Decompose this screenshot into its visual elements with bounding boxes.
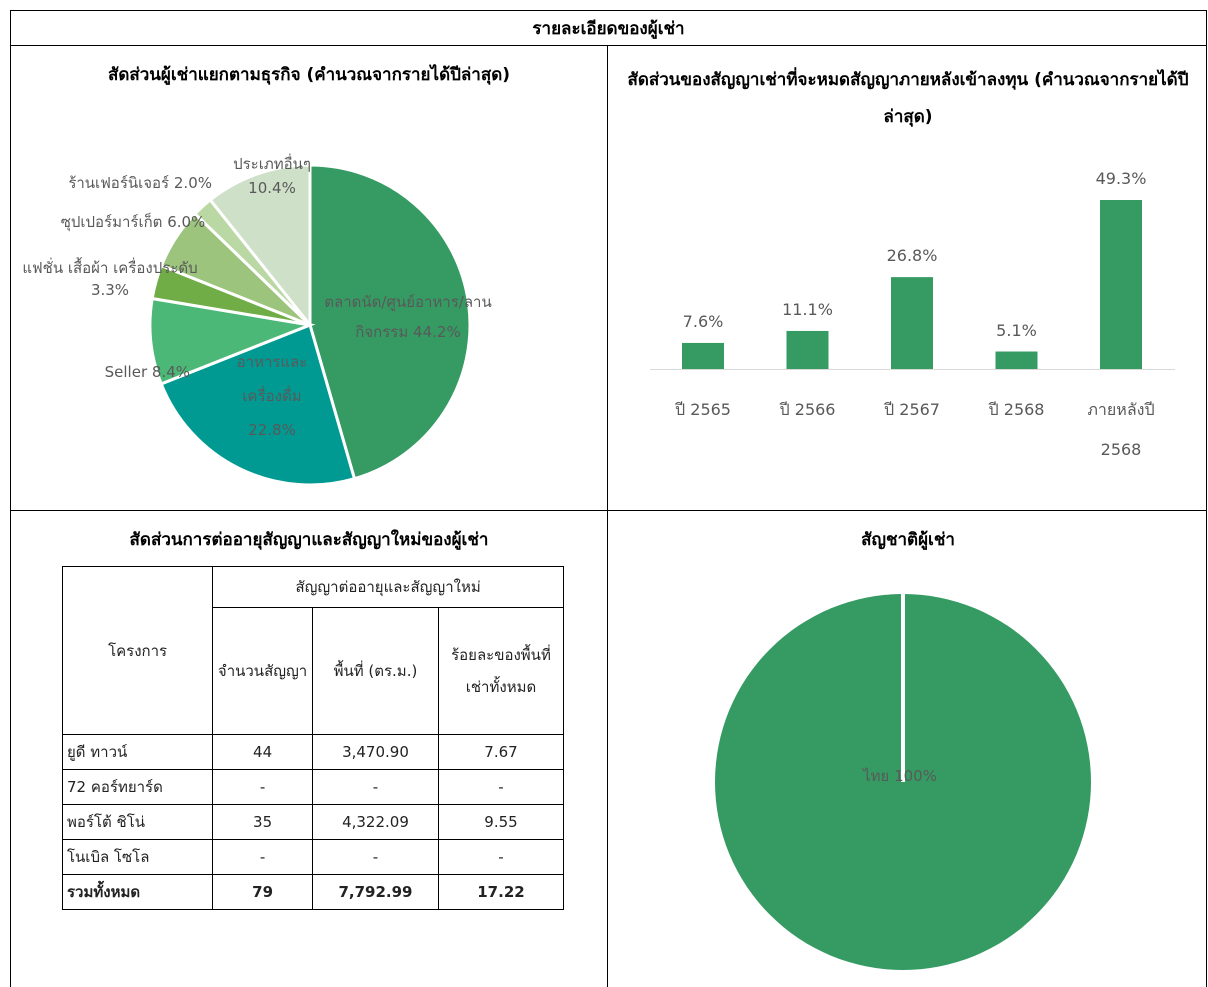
chart-title: สัดส่วนผู้เช่าแยกตามธุรกิจ (คำนวณจากรายไ… bbox=[107, 65, 511, 85]
slice-label: แฟชั่น เสื้อผ้า เครื่องประดับ 3.3% bbox=[20, 257, 200, 301]
table-cell: - bbox=[212, 839, 313, 875]
bar bbox=[682, 342, 724, 369]
slice-label: ซุปเปอร์มาร์เก็ต 6.0% bbox=[38, 211, 228, 233]
slice-label: ตลาดนัด/ศูนย์อาหาร/ลานกิจกรรม 44.2% bbox=[313, 287, 503, 347]
bar bbox=[1100, 200, 1142, 369]
bar-value: 11.1% bbox=[782, 299, 833, 319]
table-cell: 9.55 bbox=[437, 804, 565, 840]
table-cell: จำนวนสัญญา bbox=[212, 607, 313, 735]
slice-label: Seller 8.4% bbox=[60, 361, 190, 383]
x-label: ปี 2568 bbox=[988, 400, 1045, 419]
table-cell: 17.22 bbox=[437, 874, 565, 910]
table-row: จำนวนสัญญา พื้นที่ (ตร.ม.) ร้อยละของพื้นที… bbox=[63, 607, 565, 735]
table-cell: 35 bbox=[212, 804, 313, 840]
slice-value: 44.2% bbox=[413, 323, 461, 341]
slice-value: 6.0% bbox=[167, 213, 206, 231]
bar-value: 49.3% bbox=[1095, 169, 1147, 188]
slice-category: ไทย bbox=[863, 767, 890, 785]
table-cell: - bbox=[437, 769, 565, 805]
table-row: 72 คอร์ทยาร์ด - - - bbox=[61, 769, 565, 805]
table-row: รวมทั้งหมด 79 7,792.99 17.22 bbox=[61, 874, 565, 910]
table-cell: - bbox=[212, 769, 313, 805]
slice-category: อาหารและเครื่องดื่ม bbox=[236, 353, 308, 405]
table-row: โนเบิล โซโล - - - bbox=[61, 839, 565, 875]
bar-value: 26.8% bbox=[886, 246, 938, 266]
pie-slice bbox=[308, 163, 472, 481]
table-cell: โครงการ bbox=[61, 566, 214, 735]
table-cell: ร้อยละของพื้นที่เช่าทั้งหมด bbox=[437, 607, 565, 735]
bar bbox=[891, 277, 933, 369]
bar bbox=[786, 330, 829, 369]
table-cell: 72 คอร์ทยาร์ด bbox=[61, 769, 214, 805]
pie-slice bbox=[208, 163, 312, 330]
table-cell: 44 bbox=[212, 734, 313, 770]
slice-label: อาหารและเครื่องดื่ม 22.8% bbox=[227, 345, 317, 447]
slice-category: ซุปเปอร์มาร์เก็ต bbox=[60, 213, 163, 231]
slice-category: ร้านเฟอร์นิเจอร์ bbox=[68, 174, 170, 192]
slice-category: ประเภทอื่นๆ bbox=[233, 155, 311, 173]
table-cell: 4,322.09 bbox=[311, 804, 439, 840]
renewal-table: โครงการ สัญญาต่ออายุและสัญญาใหม่ จำนวนสัญญ… bbox=[61, 566, 565, 910]
table-cell: โนเบิล โซโล bbox=[61, 839, 214, 875]
chart-title: สัญชาติผู้เช่า bbox=[861, 530, 955, 550]
table-cell: 7,792.99 bbox=[311, 874, 439, 910]
slice-value: 100% bbox=[894, 767, 937, 785]
table-cell: สัญญาต่ออายุและสัญญาใหม่ bbox=[212, 566, 564, 608]
bar-value: 7.6% bbox=[682, 311, 724, 331]
slice-category: แฟชั่น เสื้อผ้า เครื่องประดับ bbox=[22, 259, 198, 277]
table-cell: 79 bbox=[212, 874, 313, 910]
table-cell: ยูดี ทาวน์ bbox=[61, 734, 214, 770]
x-label: ปี 2565 bbox=[675, 400, 731, 419]
x-label: ภายหลังปี 2568 bbox=[1087, 400, 1155, 459]
slice-value: 10.4% bbox=[248, 179, 296, 197]
table-cell: 7.67 bbox=[437, 734, 565, 770]
slice-category: ตลาดนัด/ศูนย์อาหาร/ลานกิจกรรม bbox=[324, 293, 492, 341]
slice-label: ประเภทอื่นๆ 10.4% bbox=[222, 152, 322, 200]
x-label: ปี 2567 bbox=[884, 400, 940, 419]
table-row: ยูดี ทาวน์ 44 3,470.90 7.67 bbox=[61, 734, 565, 770]
table-cell: พอร์โต้ ชิโน่ bbox=[61, 804, 214, 840]
table-cell: พื้นที่ (ตร.ม.) bbox=[311, 607, 439, 735]
slice-value: 2.0% bbox=[173, 174, 212, 192]
table-cell: 3,470.90 bbox=[311, 734, 439, 770]
slice-category: Seller bbox=[104, 363, 148, 381]
table-row: โครงการ สัญญาต่ออายุและสัญญาใหม่ bbox=[61, 566, 564, 735]
slice-label: ไทย 100% bbox=[800, 766, 1000, 786]
table-title: สัดส่วนการต่ออายุสัญญาและสัญญาใหม่ของผู้… bbox=[129, 530, 489, 550]
bar-value: 5.1% bbox=[996, 320, 1037, 340]
bar bbox=[995, 351, 1038, 369]
table-row: พอร์โต้ ชิโน่ 35 4,322.09 9.55 bbox=[61, 804, 565, 840]
table-cell: - bbox=[311, 769, 439, 805]
slice-value: 22.8% bbox=[248, 421, 296, 439]
chart-title: สัดส่วนของสัญญาเช่าที่จะหมดสัญญาภายหลังเ… bbox=[627, 70, 1189, 127]
page-title: รายละเอียดของผู้เช่า bbox=[532, 19, 685, 39]
slice-label: ร้านเฟอร์นิเจอร์ 2.0% bbox=[20, 172, 212, 194]
pie-slice bbox=[148, 296, 316, 386]
table-cell: - bbox=[437, 839, 565, 875]
slice-value: 3.3% bbox=[90, 281, 130, 299]
table-cell: รวมทั้งหมด bbox=[61, 874, 214, 910]
slice-value: 8.4% bbox=[151, 363, 190, 381]
x-label: ปี 2566 bbox=[779, 400, 836, 419]
table-cell: - bbox=[311, 839, 439, 875]
